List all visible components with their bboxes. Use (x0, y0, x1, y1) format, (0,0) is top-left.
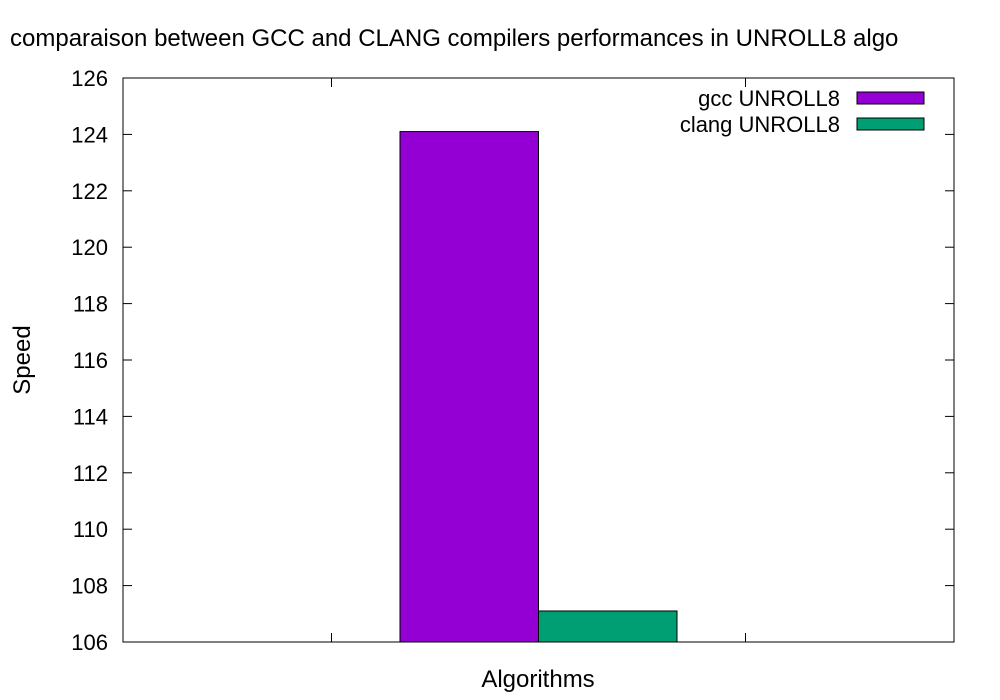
legend-label: gcc UNROLL8 (698, 86, 840, 111)
bar-gcc-unroll8 (399, 131, 539, 643)
y-tick-label: 108 (71, 574, 108, 599)
legend-label: clang UNROLL8 (680, 112, 840, 137)
y-tick-label: 126 (71, 66, 108, 91)
bar-clang-unroll8 (538, 610, 678, 643)
y-tick-label: 124 (71, 122, 108, 147)
y-tick-label: 122 (71, 179, 108, 204)
bars (399, 131, 678, 643)
legend-swatch (856, 117, 925, 131)
y-tick-label: 120 (71, 235, 108, 260)
y-axis-ticks: 106 108 110 112 114 116 118 120 122 124 126 (71, 66, 954, 655)
plot-frame (122, 77, 955, 643)
y-axis-label: Speed (9, 325, 36, 394)
y-tick-label: 118 (73, 292, 108, 317)
chart-title: comparaison between GCC and CLANG compil… (10, 25, 898, 52)
y-tick-label: 114 (73, 404, 108, 429)
y-tick-label: 116 (73, 348, 108, 373)
legend-swatch (856, 91, 925, 105)
y-tick-label: 110 (73, 517, 108, 542)
y-tick-label: 112 (73, 461, 108, 486)
x-axis-ticks (331, 78, 746, 642)
y-tick-label: 106 (71, 630, 108, 655)
x-axis-label: Algorithms (481, 666, 594, 693)
